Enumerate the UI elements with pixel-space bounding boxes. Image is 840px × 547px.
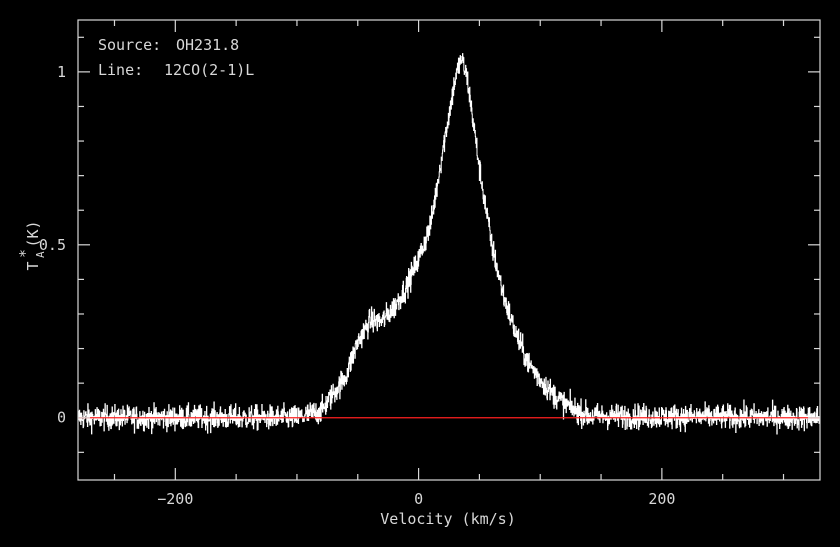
line-label: Line:	[98, 61, 143, 79]
plot-frame	[77, 19, 821, 481]
y-axis-label-superscript: *	[16, 249, 34, 258]
axis-ticks: −200 0 200 0 0.5 1	[39, 20, 820, 508]
y-tick-label: 1	[57, 63, 66, 81]
y-axis-label-subscript: A	[34, 251, 47, 258]
x-axis-label: Velocity (km/s)	[380, 510, 515, 528]
spectrum-series	[77, 53, 821, 435]
x-tick-label: 200	[648, 490, 675, 508]
source-label: Source:	[98, 36, 161, 54]
y-axis-label-main: T	[24, 261, 42, 270]
x-tick-label: −200	[157, 490, 193, 508]
y-axis-label-unit: (K)	[24, 220, 42, 247]
source-value: OH231.8	[176, 36, 239, 54]
y-tick-label: 0.5	[39, 236, 66, 254]
y-axis-label: T A * (K)	[16, 220, 47, 270]
x-tick-label: 0	[414, 490, 423, 508]
y-tick-label: 0	[57, 409, 66, 427]
line-value: 12CO(2-1)L	[164, 61, 254, 79]
plot-area	[77, 53, 821, 435]
